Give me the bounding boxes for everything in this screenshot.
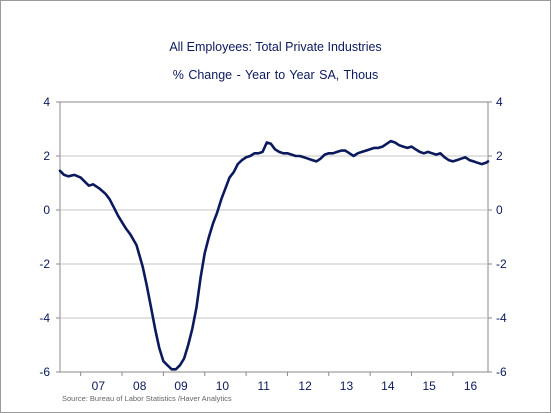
x-tick-label: 07 (92, 379, 106, 393)
y-tick-label-left: 2 (43, 149, 50, 163)
chart-subtitle: % Change - Year to Year SA, Thous (172, 68, 379, 82)
x-tick-label: 13 (340, 379, 354, 393)
grid-lines (60, 155, 488, 319)
y-tick-label-right: -4 (496, 311, 507, 325)
y-tick-label-left: -6 (39, 365, 50, 379)
y-axis-right: 4 2 0 -2 -4 -6 (488, 95, 507, 379)
y-tick-label-left: 4 (43, 95, 50, 109)
x-axis: 07 08 09 10 11 12 13 14 15 16 (80, 372, 478, 393)
y-axis-left: 4 2 0 -2 -4 -6 (39, 95, 60, 379)
y-tick-label-right: 4 (496, 95, 503, 109)
x-tick-label: 12 (298, 379, 312, 393)
y-tick-label-left: -4 (39, 311, 50, 325)
y-tick-label-right: -6 (496, 365, 507, 379)
y-tick-label-right: -2 (496, 257, 507, 271)
y-tick-label-right: 0 (496, 203, 503, 217)
plot-area (59, 101, 489, 373)
y-tick-label-left: 0 (43, 203, 50, 217)
x-tick-label: 11 (258, 379, 271, 393)
x-tick-label: 16 (464, 379, 478, 393)
y-tick-label-left: -2 (39, 257, 50, 271)
x-tick-label: 15 (422, 379, 436, 393)
x-tick-label: 14 (381, 379, 395, 393)
x-tick-label: 08 (133, 379, 147, 393)
chart-title: All Employees: Total Private Industries (169, 40, 382, 54)
series-line (58, 139, 490, 371)
y-tick-label-right: 2 (496, 149, 503, 163)
chart-source: Source: Bureau of Labor Statistics /Have… (62, 394, 232, 403)
x-tick-label: 10 (216, 379, 230, 393)
x-tick-label: 09 (174, 379, 188, 393)
